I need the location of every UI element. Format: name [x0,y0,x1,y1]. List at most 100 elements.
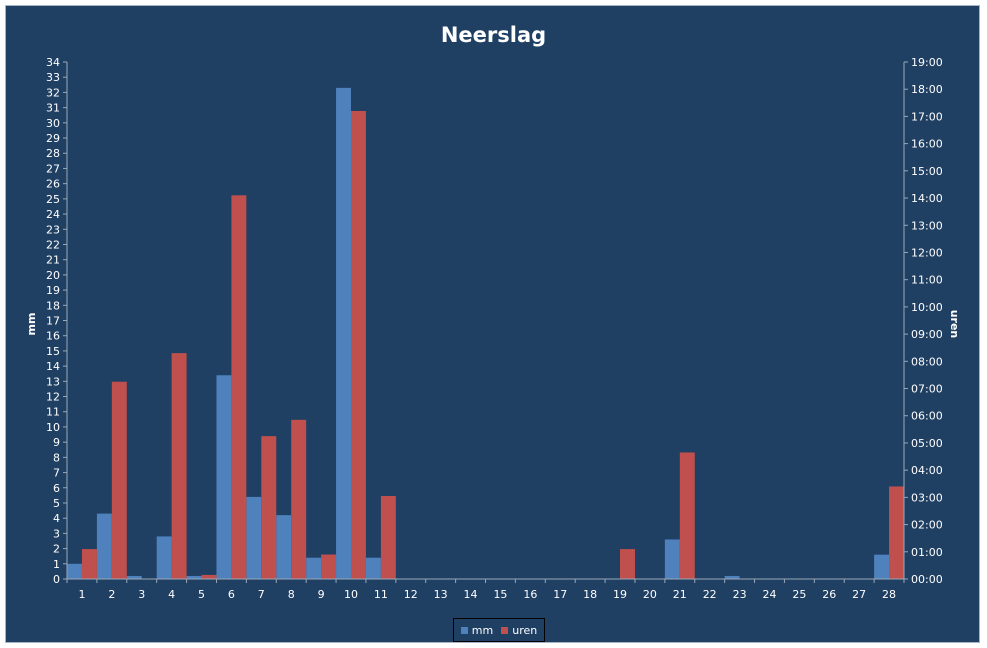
y2-tick-label-10:00: 10:00 [911,301,943,314]
chart-frame: Neerslag 0 1 2 3 4 5 6 7 8 9 10 11 12 13 14 15 16 17 18 19 2… [5,5,980,643]
y2-tick-label-19:00: 19:00 [911,56,943,69]
bar-uren-10 [350,110,366,579]
y-tick-label-6: 6 [53,482,60,495]
y-tick-label-4: 4 [53,512,60,525]
bar-uren-9 [321,554,337,579]
bar-uren-2 [111,381,127,579]
y2-tick-label-13:00: 13:00 [911,219,943,232]
y-tick-label-25: 25 [46,193,60,206]
y2-tick-label-04:00: 04:00 [911,464,943,477]
bar-mm-5 [186,575,202,579]
y-tick-label-24: 24 [46,208,60,221]
y2-tick-label-03:00: 03:00 [911,491,943,504]
y2-tick-label-18:00: 18:00 [911,83,943,96]
y-tick-label-12: 12 [46,391,60,404]
x-tick-label-14: 14 [464,588,478,601]
y-tick-label-14: 14 [46,360,60,373]
y-tick-label-13: 13 [46,375,60,388]
y2-tick-label-07:00: 07:00 [911,383,943,396]
x-tick-label-28: 28 [882,588,896,601]
y-tick-label-5: 5 [53,497,60,510]
x-tick-label-19: 19 [613,588,627,601]
y-tick-label-22: 22 [46,238,60,251]
x-tick-label-8: 8 [288,588,295,601]
x-tick-label-5: 5 [198,588,205,601]
y-tick-label-31: 31 [46,102,60,115]
bar-mm-4 [156,536,172,579]
y2-axis-title: uren [948,310,961,339]
x-tick-label-4: 4 [168,588,175,601]
bar-mm-10 [336,87,351,579]
y-tick-label-11: 11 [46,406,60,419]
y-tick-label-10: 10 [46,421,60,434]
x-tick-label-3: 3 [138,588,145,601]
y2-tick-label-14:00: 14:00 [911,192,943,205]
y-tick-label-3: 3 [53,527,60,540]
bar-uren-11 [380,496,396,579]
legend-entry-uren: uren [501,624,537,637]
bar-uren-8 [291,419,307,579]
y-axis-title: mm [25,313,38,336]
y2-tick-label-05:00: 05:00 [911,437,943,450]
x-tick-label-18: 18 [583,588,597,601]
y-tick-label-33: 33 [46,71,60,84]
x-tick-label-17: 17 [553,588,567,601]
x-tick-label-23: 23 [733,588,747,601]
bar-mm-2 [96,513,112,579]
bar-mm-11 [365,557,381,579]
bar-uren-4 [171,353,187,579]
legend: mm uren [453,618,545,642]
bar-uren-21 [679,452,695,579]
x-tick-label-15: 15 [493,588,507,601]
bar-mm-28 [874,554,890,579]
y-tick-label-2: 2 [53,543,60,556]
bar-mm-1 [67,563,82,579]
bar-mm-23 [724,575,740,579]
y2-tick-label-00:00: 00:00 [911,573,943,586]
y2-tick-label-15:00: 15:00 [911,165,943,178]
y-tick-label-0: 0 [53,573,60,586]
x-tick-label-10: 10 [344,588,358,601]
x-tick-label-21: 21 [673,588,687,601]
bar-uren-19 [620,549,635,579]
y2-tick-label-16:00: 16:00 [911,138,943,151]
bar-mm-3 [126,575,142,579]
y-tick-label-15: 15 [46,345,60,358]
bar-uren-28 [889,486,904,579]
legend-label-uren: uren [512,623,538,637]
y-tick-label-32: 32 [46,86,60,99]
bar-mm-6 [216,375,232,579]
x-tick-label-12: 12 [404,588,418,601]
x-tick-label-20: 20 [643,588,657,601]
y2-tick-label-08:00: 08:00 [911,355,943,368]
y2-tick-label-01:00: 01:00 [911,546,943,559]
x-tick-label-27: 27 [852,588,866,601]
legend-swatch-uren [501,626,509,634]
chart-title: Neerslag [440,23,547,47]
bar-uren-6 [231,195,247,579]
y-tick-label-7: 7 [53,467,60,480]
y2-tick-label-11:00: 11:00 [911,274,943,287]
y-tick-label-30: 30 [46,117,60,130]
bar-uren-1 [81,549,97,579]
x-tick-label-9: 9 [318,588,325,601]
x-tick-label-2: 2 [108,588,115,601]
x-tick-label-1: 1 [78,588,85,601]
x-tick-label-16: 16 [523,588,537,601]
y-tick-label-19: 19 [46,284,60,297]
y2-tick-label-17:00: 17:00 [911,110,943,123]
y-tick-label-20: 20 [46,269,60,282]
x-tick-label-13: 13 [434,588,448,601]
y2-tick-label-09:00: 09:00 [911,328,943,341]
y2-tick-label-02:00: 02:00 [911,519,943,532]
y-tick-label-16: 16 [46,330,60,343]
y-tick-label-29: 29 [46,132,60,145]
x-tick-label-22: 22 [703,588,717,601]
bar-uren-7 [261,436,277,579]
x-tick-label-26: 26 [822,588,836,601]
bar-mm-7 [246,496,262,579]
y-tick-label-8: 8 [53,451,60,464]
y-tick-label-21: 21 [46,254,60,267]
legend-label-mm: mm [471,623,494,637]
bar-mm-9 [306,557,322,579]
